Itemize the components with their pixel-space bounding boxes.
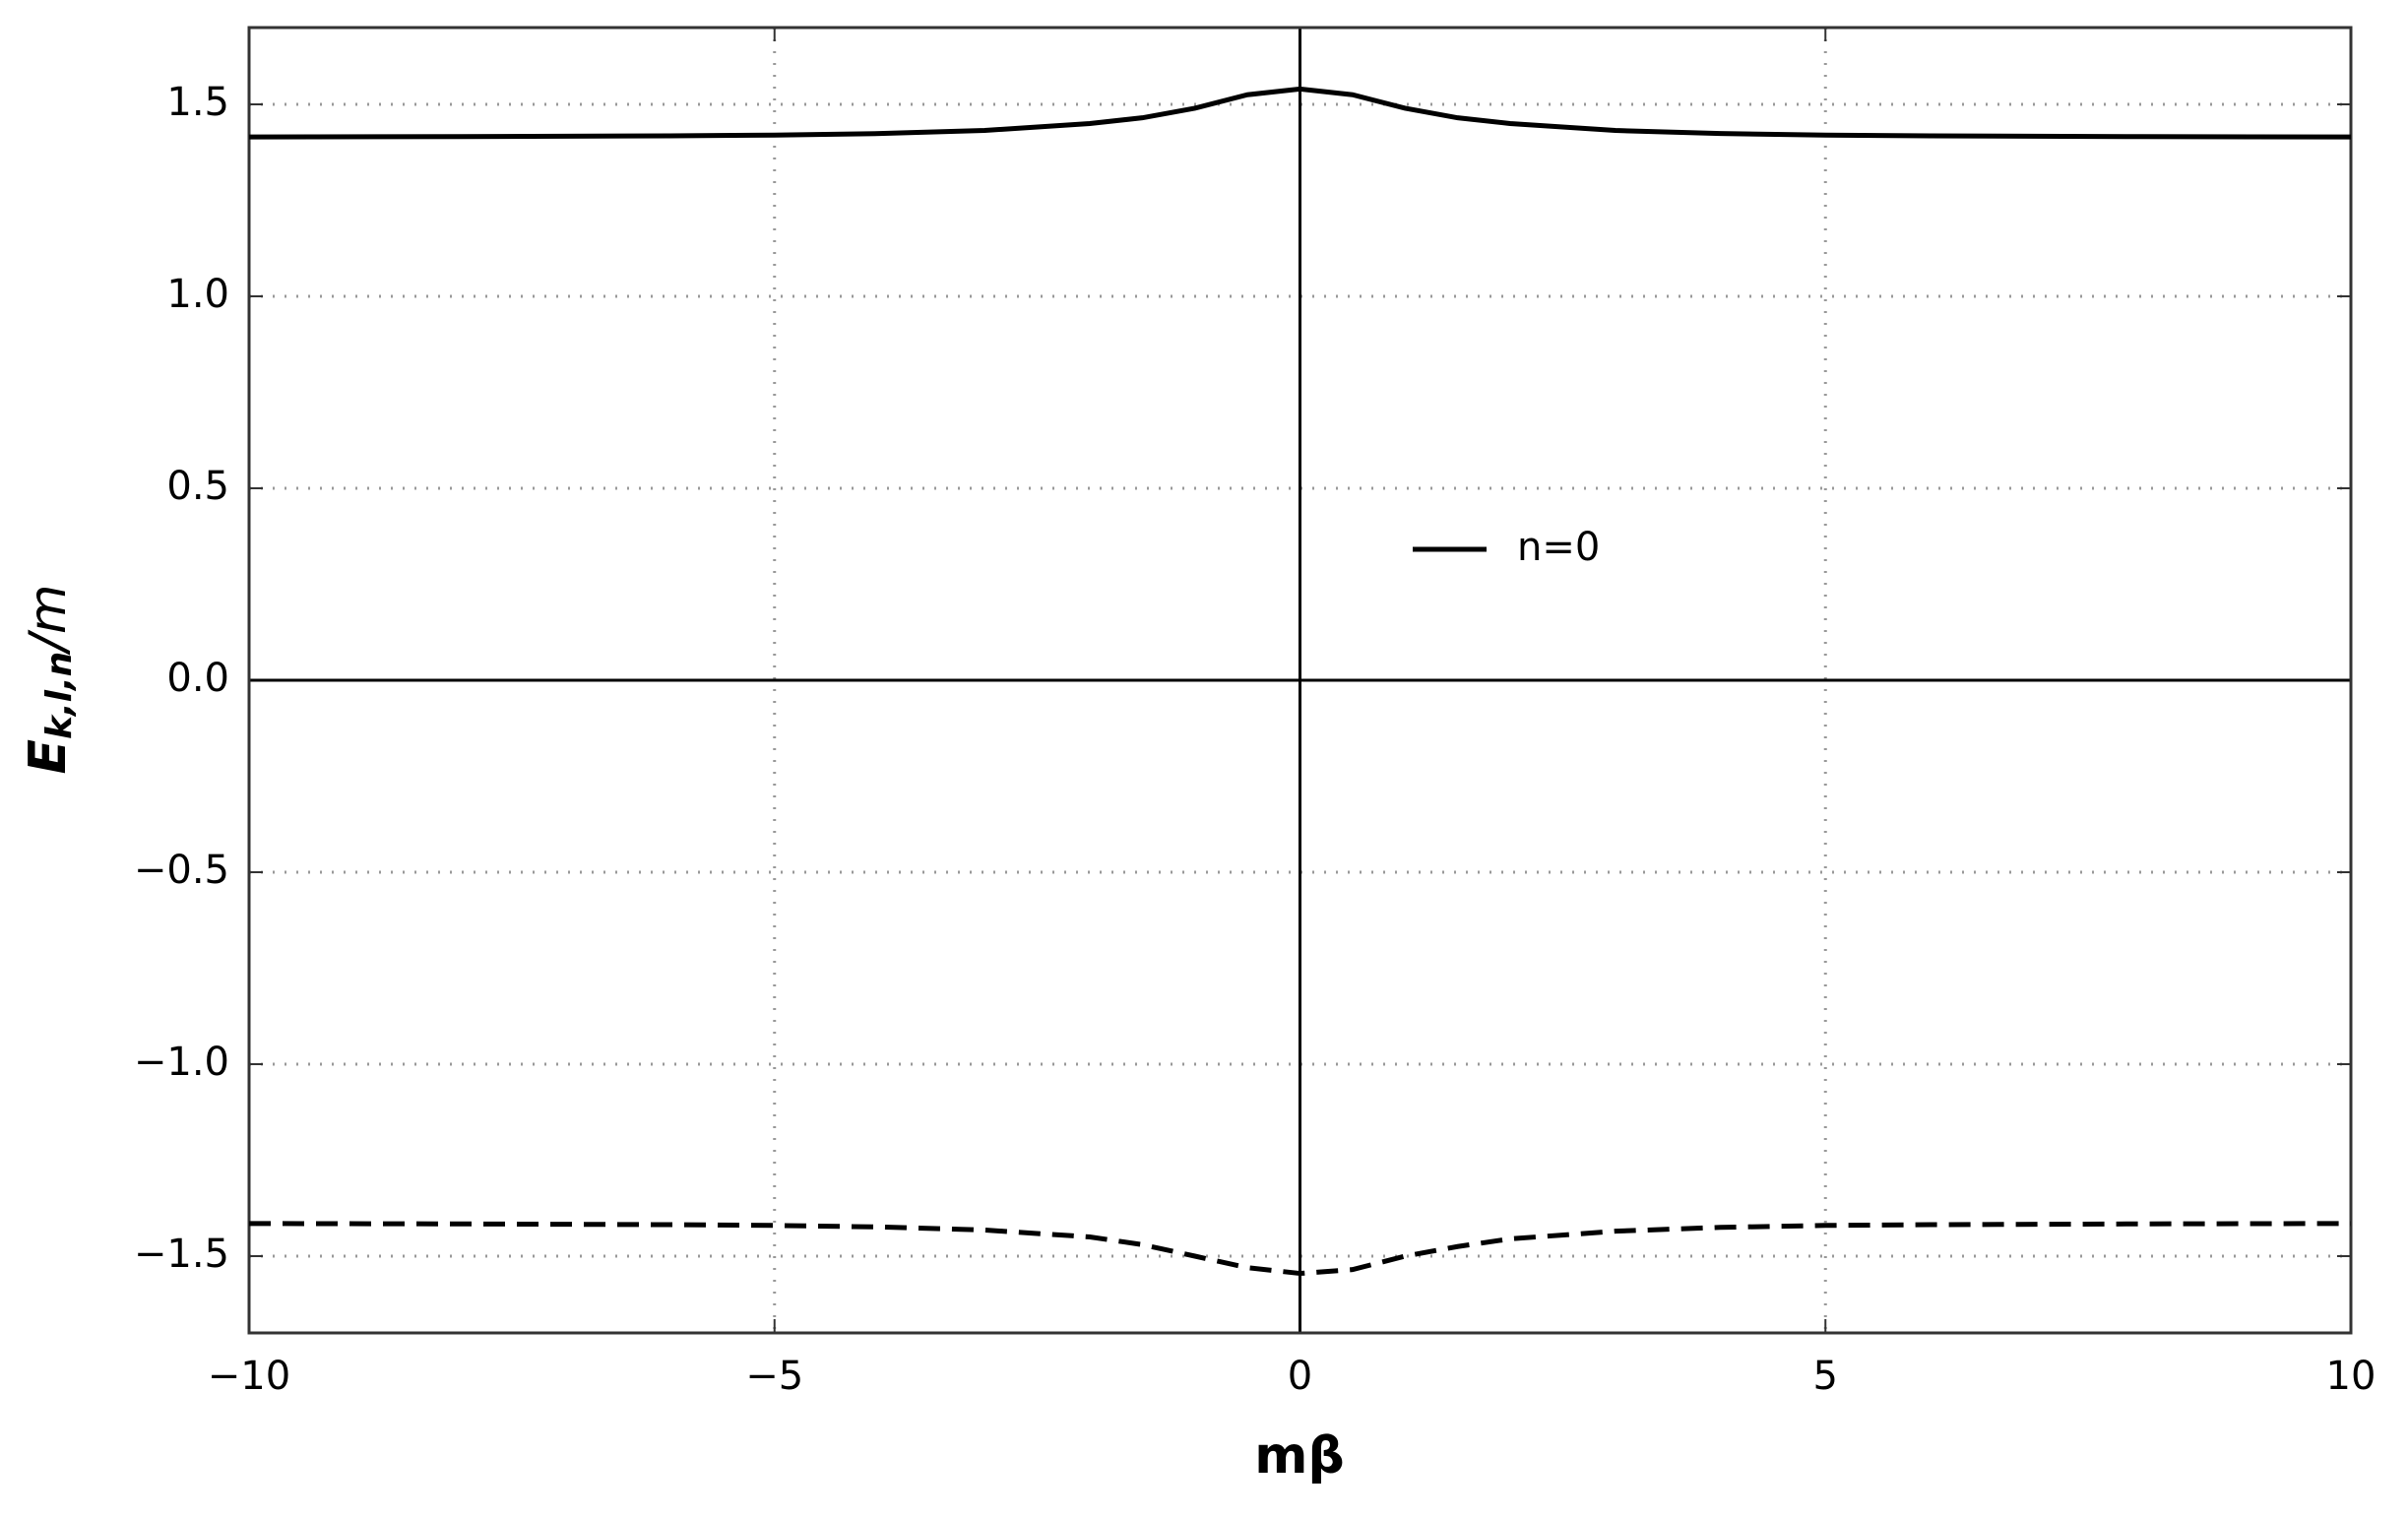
y-label-tail: /m (19, 585, 78, 656)
y-tick-label: −1.0 (134, 1040, 229, 1085)
x-axis-label: mβ (1254, 1426, 1344, 1486)
y-tick-label: 1.5 (166, 80, 229, 125)
line-series (248, 1221, 2352, 1277)
y-label-sub: k,l,n (39, 652, 80, 739)
x-tick-label: 10 (2326, 1354, 2376, 1399)
y-tick-label: 0.5 (166, 464, 229, 509)
x-tick-label: 5 (1813, 1354, 1838, 1399)
plot-frame (247, 26, 2353, 1335)
y-tick-label: 0.0 (166, 656, 229, 701)
x-tick-label: −5 (745, 1354, 803, 1399)
y-axis-label: Ek,l,n/m (19, 585, 80, 775)
y-tick-label: −1.5 (134, 1232, 229, 1277)
legend-label: n=0 (1517, 525, 1600, 570)
y-tick-label: −0.5 (134, 848, 229, 893)
x-tick-label: 0 (1288, 1354, 1312, 1399)
y-label-main: E (19, 739, 78, 775)
y-tick-label: 1.0 (166, 272, 229, 317)
line-series (248, 86, 2352, 140)
x-tick-label: −10 (208, 1354, 290, 1399)
